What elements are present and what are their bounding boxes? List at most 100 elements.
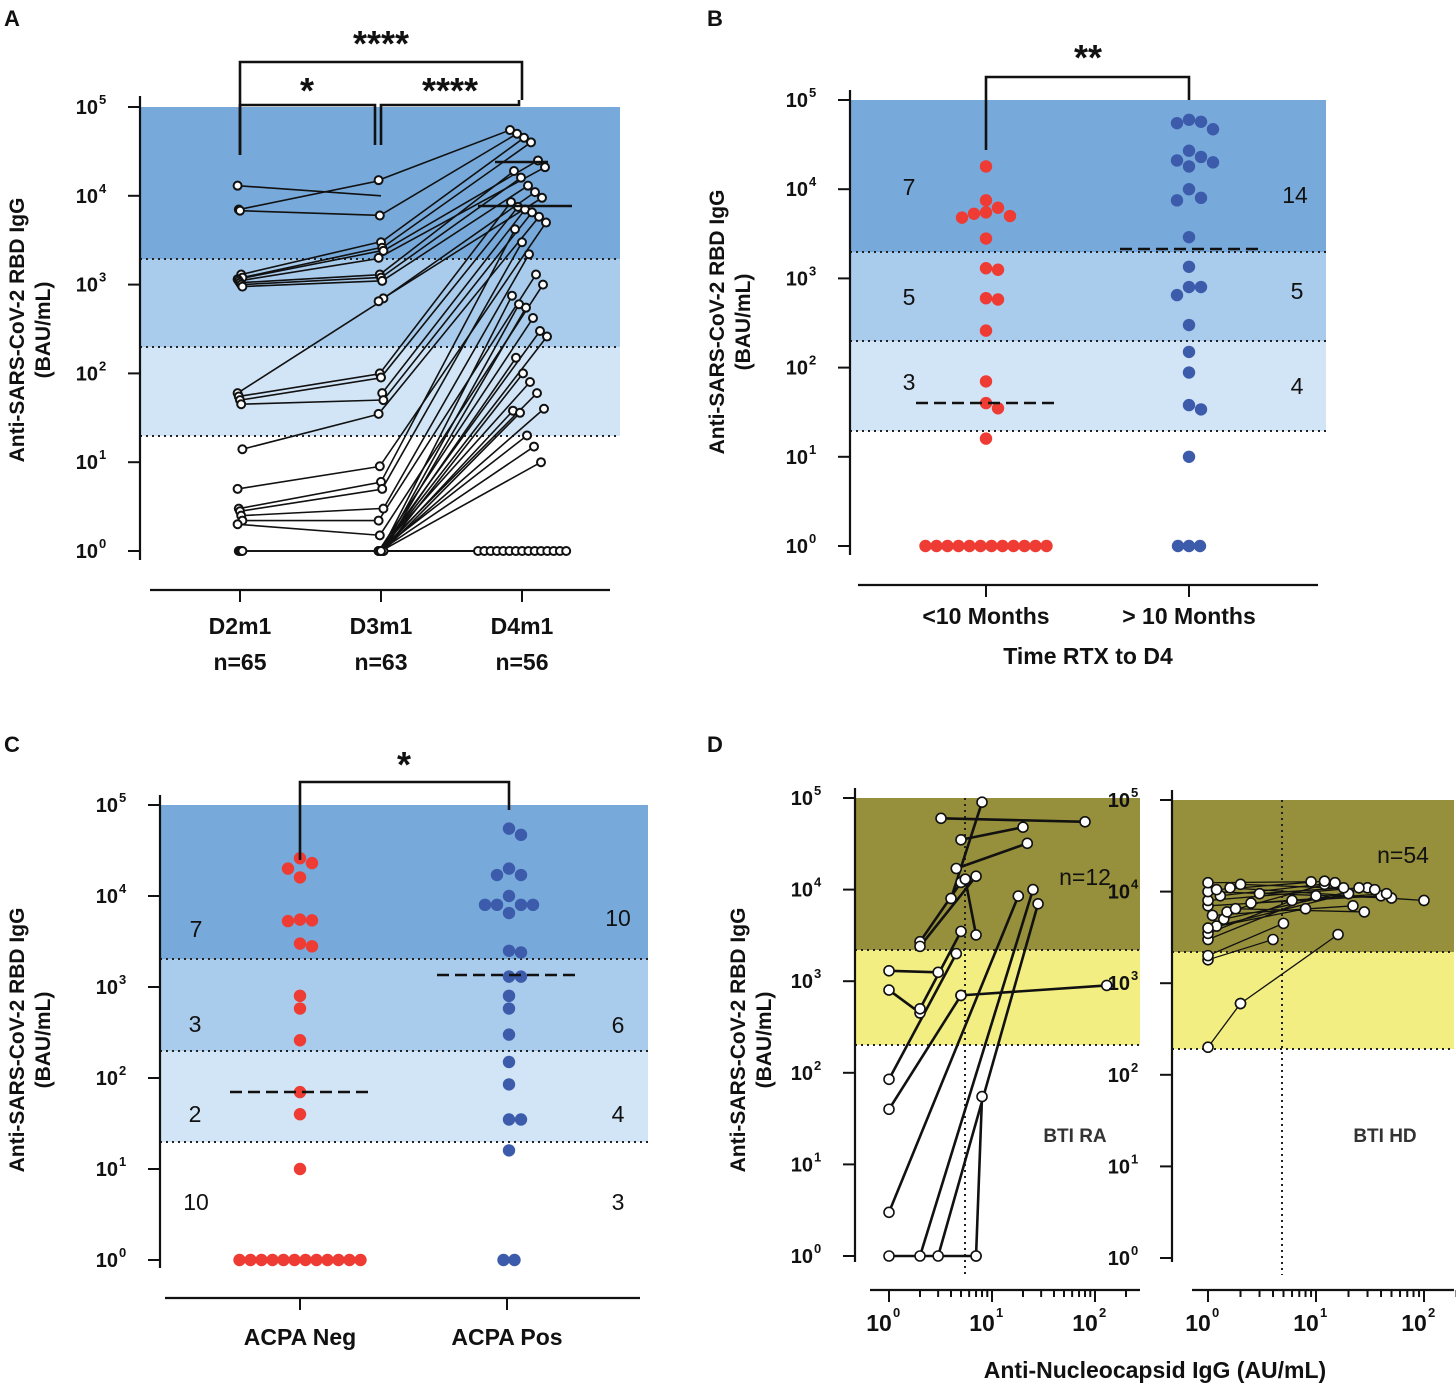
hd-x-tick-exp-2: 2 [1428, 1305, 1435, 1320]
point--10-months [1170, 194, 1184, 207]
point-d4m1 [532, 388, 542, 399]
y-axis-title: Anti-SARS-CoV-2 RBD IgG [727, 908, 750, 1173]
point [1202, 1041, 1214, 1054]
x-axis-title: Time RTX to D4 [1003, 643, 1173, 669]
point-d3m1 [376, 372, 386, 383]
sig-label-d3-d4: **** [422, 70, 478, 111]
point-acpa-neg [293, 871, 307, 884]
pair-line-d3-d4 [381, 185, 529, 282]
c-y-tick-label-2: 10 [96, 1068, 118, 1090]
panel-label-c: C [4, 732, 20, 757]
pair-line [955, 842, 1028, 870]
hd-x-tick-exp-1: 1 [1320, 1305, 1327, 1320]
data-points-ra [883, 796, 1113, 1262]
pair-line-d2-d3 [241, 276, 379, 286]
point-d4m1 [531, 269, 541, 280]
point [1017, 821, 1029, 833]
point [1253, 887, 1266, 900]
point [970, 870, 982, 883]
pair-line-d3-d4 [378, 381, 531, 552]
point-acpa-neg [293, 1162, 307, 1176]
point-acpa-pos [514, 946, 528, 959]
point [1332, 928, 1344, 941]
x-label-d3m1: D3m1 [350, 613, 413, 639]
point-acpa-pos [478, 898, 492, 912]
pair-line-d2-d3 [239, 376, 384, 401]
sig-label: * [397, 744, 411, 785]
point--10-months [1206, 156, 1220, 169]
point--10-months [979, 206, 993, 219]
b-y-tick-exp-1: 1 [809, 442, 816, 457]
pair-line-d2-d3 [242, 280, 380, 288]
b-y-tick-exp-2: 2 [809, 353, 816, 368]
point--10-months [985, 539, 998, 553]
hd-y-tick-exp-1: 1 [1131, 1151, 1138, 1166]
count-gt10-high: 14 [1282, 182, 1308, 208]
point [1206, 909, 1219, 922]
point-d4m1 [534, 211, 544, 222]
point-d4m1 [540, 162, 550, 173]
pair-line [1207, 1003, 1242, 1048]
point [959, 873, 972, 885]
ra-y-tick-label-3: 10 [791, 971, 813, 993]
pair-line-d3-d4 [379, 330, 541, 552]
point--10-months [941, 539, 954, 553]
point--10-months [1194, 191, 1208, 205]
point-d4m1 [561, 546, 572, 556]
pair-line-d3-d4 [381, 410, 514, 552]
pair-line-d3-d4 [378, 197, 543, 302]
pair-line-d3-d4 [382, 412, 521, 552]
point-d4m1 [518, 368, 528, 379]
b-y-tick-label-0: 10 [786, 536, 808, 558]
pair-line [1259, 887, 1344, 895]
pair-line-d2-d3 [242, 246, 380, 279]
point-acpa-neg [321, 1253, 334, 1267]
pair-line-d3-d4 [382, 307, 527, 552]
x-ticks-hd: 10 0 10 1 10 2 [1185, 1290, 1456, 1336]
point [1380, 887, 1393, 900]
point [883, 984, 895, 996]
point--10-months [979, 160, 993, 173]
sig-bracket-d3-d4 [379, 100, 521, 145]
point [1202, 949, 1214, 962]
c-y-tick-exp-1: 1 [119, 1154, 126, 1169]
point [1229, 902, 1242, 915]
y-axis-title: Anti-SARS-CoV-2 RBD IgG [6, 908, 29, 1173]
a-y-tick-label-1: 10 [76, 452, 98, 474]
a-y-tick-exp-5: 5 [99, 92, 106, 107]
ra-x-tick-exp-2: 2 [1099, 1305, 1106, 1320]
subplot-label-hd: BTI HD [1353, 1126, 1416, 1147]
data-points [233, 822, 540, 1267]
band-mid [160, 959, 648, 1051]
c-y-tick-label-4: 10 [96, 886, 118, 908]
point--10-months [1182, 450, 1196, 463]
point-acpa-pos [502, 970, 516, 983]
point--10-months [1182, 160, 1196, 173]
c-y-tick-label-1: 10 [96, 1159, 118, 1181]
point-d2m1 [237, 546, 248, 556]
point--10-months [979, 291, 993, 305]
pair-line-d3-d4 [382, 191, 536, 300]
point--10-months [1182, 280, 1196, 294]
sig-bracket [984, 75, 1191, 150]
point [932, 1250, 944, 1262]
point-acpa-neg [305, 914, 319, 927]
a-y-tick-label-3: 10 [76, 275, 98, 297]
y-axis-title: Anti-SARS-CoV-2 RBD IgG [706, 190, 729, 455]
panel-label-a: A [4, 6, 20, 31]
point-d4m1 [516, 172, 526, 183]
pair-line-d2-d3 [242, 413, 380, 450]
point--10-months [1007, 539, 1020, 553]
point-d3m1 [373, 515, 384, 526]
point [1277, 917, 1290, 930]
point-acpa-neg [293, 1108, 307, 1121]
point-d2m1 [235, 205, 245, 216]
pair-line-d2-d3 [237, 250, 382, 280]
pair-line-d2-d3 [241, 241, 379, 276]
point [1318, 875, 1331, 887]
point-d3m1 [378, 395, 389, 406]
x-ticks-ra: 10 0 10 1 10 2 [866, 1290, 1128, 1336]
data-points-hd [1202, 875, 1430, 1054]
